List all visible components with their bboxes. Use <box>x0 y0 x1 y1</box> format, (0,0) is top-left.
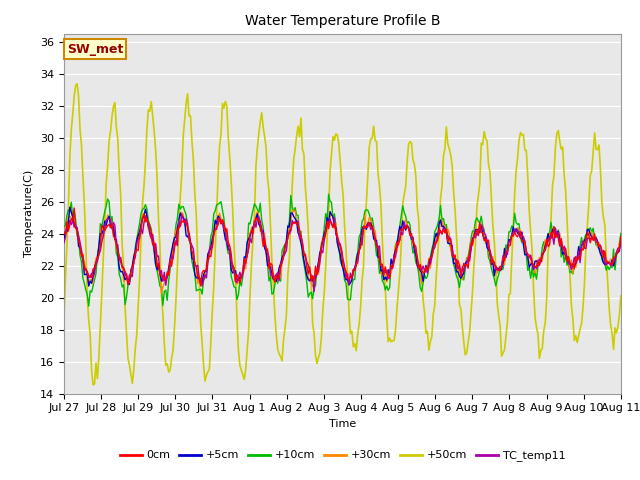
Y-axis label: Temperature(C): Temperature(C) <box>24 170 35 257</box>
Text: SW_met: SW_met <box>67 43 123 56</box>
Title: Water Temperature Profile B: Water Temperature Profile B <box>244 14 440 28</box>
Legend: 0cm, +5cm, +10cm, +30cm, +50cm, TC_temp11: 0cm, +5cm, +10cm, +30cm, +50cm, TC_temp1… <box>115 446 570 466</box>
X-axis label: Time: Time <box>329 419 356 429</box>
